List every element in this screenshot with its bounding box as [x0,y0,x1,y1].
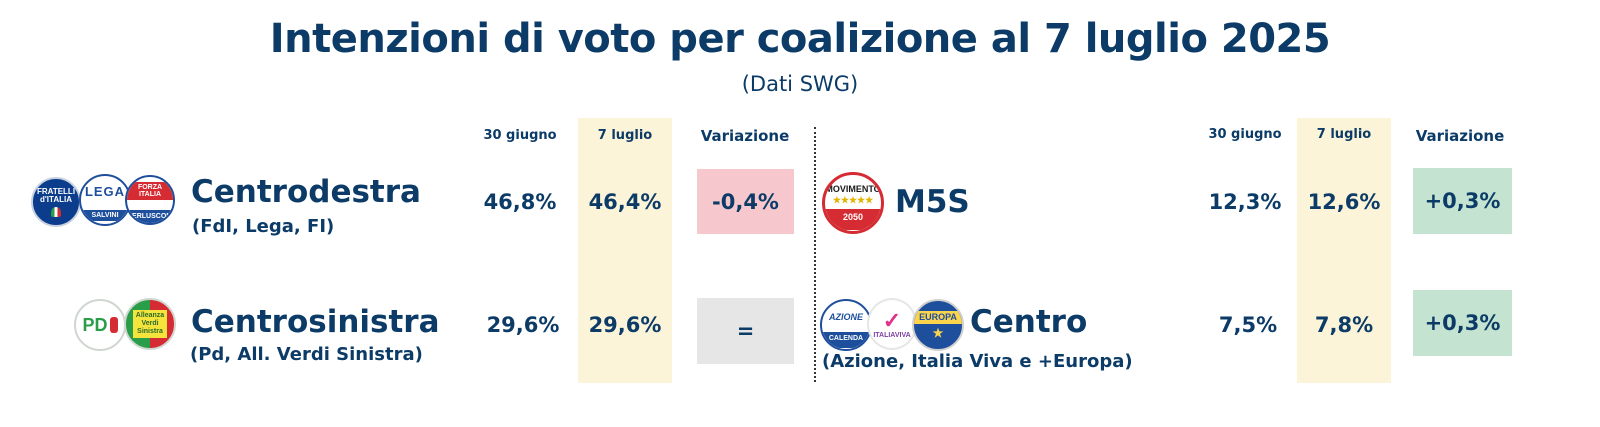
value-prev-centrosinistra: 29,6% [486,313,560,337]
row-name-centrodestra: Centrodestra [191,174,421,210]
europa-star-icon: ★ [932,326,944,340]
fdi-logo-text: FRATELLI d'ITALIA [36,186,76,204]
value-prev-m5s: 12,3% [1208,190,1282,214]
value-curr-centro: 7,8% [1314,313,1374,337]
fdi-flame-icon [51,206,61,217]
europa-logo: EUROPA ★ [912,299,964,351]
fi-logo-text: FORZA ITALIA [127,181,173,200]
fi-logo-sub: BERLUSCONI [127,209,173,223]
change-badge-centrodestra: -0,4% [697,169,794,234]
chart-subtitle: (Dati SWG) [741,72,859,96]
pd-branch-icon [109,317,118,333]
left-current-column-highlight [578,118,672,383]
change-badge-centro: +0,3% [1413,290,1512,356]
pd-logo: PD [74,299,126,351]
value-prev-centrodestra: 46,8% [483,190,557,214]
right-header-prev: 30 giugno [1208,127,1282,142]
lega-logo: LEGA SALVINI [79,174,131,226]
iv-check-icon: ✓ [882,307,902,333]
value-curr-m5s: 12,6% [1307,190,1381,214]
column-divider [814,127,816,382]
lega-logo-sub: SALVINI [81,210,129,221]
left-header-change: Variazione [700,127,790,145]
m5s-logo: MOVIMENTO ★★★★★ 2050 [822,172,884,234]
right-current-column-highlight [1297,118,1391,383]
row-name-centrosinistra: Centrosinistra [191,304,440,340]
m5s-logo-sub: 2050 [825,208,881,230]
chart-title: Intenzioni di voto per coalizione al 7 l… [269,16,1331,62]
pd-logo-text: PD [82,315,108,335]
fdi-logo: FRATELLI d'ITALIA [31,177,81,227]
change-badge-centrosinistra: = [697,298,794,364]
left-header-prev: 30 giugno [483,128,557,143]
lega-logo-text: LEGA [84,184,126,199]
value-curr-centrosinistra: 29,6% [588,313,662,337]
value-prev-centro: 7,5% [1218,313,1278,337]
row-parties-centro: (Azione, Italia Viva e +Europa) [822,351,1133,372]
azione-logo: AZIONE CALENDA [820,299,872,351]
row-name-m5s: M5S [895,184,970,220]
row-parties-centrosinistra: (Pd, All. Verdi Sinistra) [190,344,423,365]
iv-logo: ✓ ITALIAVIVA [867,298,917,350]
row-name-centro: Centro [970,304,1088,340]
fi-logo: FORZA ITALIA BERLUSCONI [125,175,175,225]
europa-logo-text: EUROPA [914,311,962,324]
avs-logo-text: Alleanza Verdi Sinistra [133,310,167,338]
row-parties-centrodestra: (FdI, Lega, FI) [192,216,335,237]
m5s-stars-icon: ★★★★★ [832,194,874,205]
avs-logo: Alleanza Verdi Sinistra [124,298,176,350]
m5s-logo-text: MOVIMENTO [825,183,881,194]
right-header-curr: 7 luglio [1316,127,1372,142]
iv-logo-text: ITALIAVIVA [873,331,911,339]
azione-logo-sub: CALENDA [822,331,870,348]
value-curr-centrodestra: 46,4% [588,190,662,214]
right-header-change: Variazione [1415,127,1505,145]
azione-logo-text: AZIONE [828,311,863,322]
left-header-curr: 7 luglio [597,128,653,143]
change-badge-m5s: +0,3% [1413,168,1512,234]
